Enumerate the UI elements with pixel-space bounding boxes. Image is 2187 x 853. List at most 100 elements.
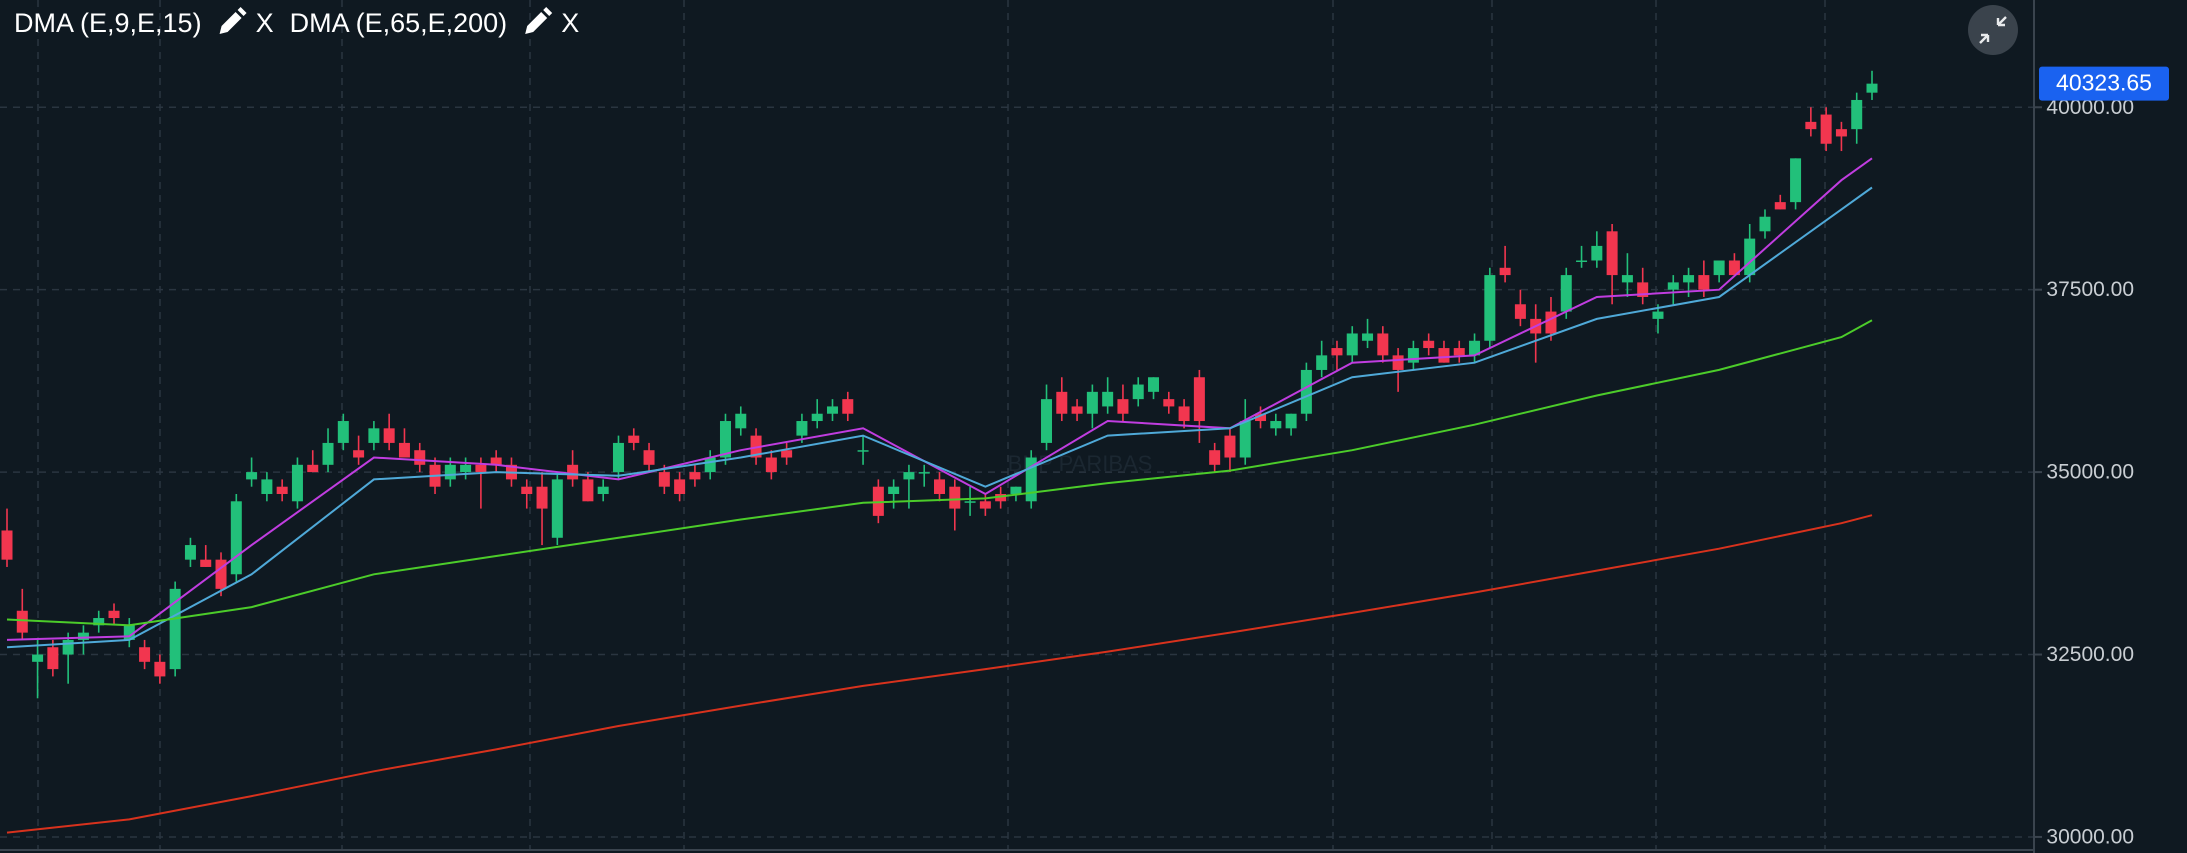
edit-icon[interactable]: [219, 7, 247, 34]
candle-body: [1591, 245, 1603, 261]
candle-body: [1453, 348, 1465, 356]
candle-body: [93, 618, 105, 626]
y-tick-label: 35000.00: [2046, 461, 2134, 484]
candle-body: [246, 472, 258, 480]
candle-body: [1759, 216, 1771, 232]
candle-body: [1117, 399, 1129, 414]
candle-body: [337, 421, 349, 443]
candle-body: [1270, 421, 1282, 429]
candle-body: [169, 588, 181, 670]
candle-body: [1, 530, 13, 560]
candle-body: [949, 486, 961, 509]
candle-body: [1331, 348, 1343, 356]
candle-body: [1392, 355, 1404, 370]
candle-body: [536, 486, 548, 509]
candle-body: [1698, 275, 1710, 290]
candle-body: [200, 559, 212, 567]
moving-average-line: [6, 514, 1873, 834]
candle-body: [1545, 311, 1557, 334]
candle-body: [62, 639, 74, 655]
candle-body: [765, 457, 777, 473]
candle-body: [1423, 340, 1435, 349]
candle-body: [32, 654, 44, 662]
candle-body: [612, 442, 624, 473]
candle-body: [1148, 377, 1160, 392]
candle-body: [551, 479, 563, 538]
candle-body: [934, 479, 945, 494]
candle-body: [1606, 231, 1618, 276]
candle-body: [735, 413, 747, 429]
pencil: [525, 7, 553, 34]
last-price-tag: [2039, 66, 2169, 101]
candle-body: [307, 464, 319, 473]
candle-body: [1209, 450, 1221, 465]
candle-body: [1056, 391, 1068, 414]
minimize-button[interactable]: [1968, 5, 2018, 55]
candle-body: [353, 450, 365, 458]
candle-body: [781, 450, 793, 458]
candle-body: [1132, 384, 1144, 400]
candle-body: [1102, 391, 1114, 407]
candle-body: [1790, 158, 1802, 203]
candle-body: [1255, 413, 1267, 422]
candle-body: [368, 428, 380, 443]
pencil: [219, 7, 247, 34]
candle-body: [1576, 260, 1588, 262]
candle-body: [1346, 333, 1358, 356]
candle-body: [215, 559, 227, 589]
candle-body: [704, 457, 716, 473]
candle-body: [1041, 399, 1053, 443]
candle-body: [826, 406, 838, 414]
candle-body: [1025, 457, 1037, 502]
candle-body: [1683, 275, 1695, 283]
candle-body: [1377, 333, 1389, 356]
candle-body: [1774, 202, 1786, 210]
candle-body: [918, 472, 930, 474]
remove-indicator[interactable]: X: [256, 8, 274, 38]
candle-body: [1224, 435, 1236, 458]
candle-body: [475, 464, 487, 473]
candle-body: [1514, 304, 1526, 319]
candle-body: [1820, 114, 1832, 144]
candle-body: [964, 501, 976, 503]
candle-body: [1805, 121, 1817, 130]
vertical-grid: [37, 0, 1826, 850]
candle-body: [857, 450, 869, 452]
moving-average-line: [6, 186, 1873, 649]
candle-body: [291, 464, 303, 502]
moving-average-line: [6, 157, 1873, 641]
candle-body: [1484, 275, 1496, 341]
candle-body: [521, 486, 533, 494]
candle-body: [1560, 275, 1572, 312]
candle-body: [184, 545, 196, 560]
y-tick-label: 37500.00: [2046, 278, 2134, 301]
candle-body: [1316, 355, 1328, 370]
remove-indicator[interactable]: X: [561, 8, 579, 38]
candle-body: [1637, 282, 1649, 297]
candle-body: [1362, 333, 1374, 341]
candle-body: [123, 625, 135, 640]
candle-body: [383, 428, 395, 443]
candle-body: [888, 486, 900, 494]
candle-body: [1744, 238, 1756, 276]
candle-body: [796, 421, 808, 436]
candle-body: [1835, 129, 1847, 137]
candle-body: [658, 472, 670, 487]
candle-body: [460, 464, 472, 473]
y-tick-label: 32500.00: [2046, 643, 2134, 666]
candle-body: [903, 472, 915, 480]
candle-body: [444, 464, 456, 480]
candle-body: [1499, 267, 1511, 276]
candle-body: [643, 450, 655, 465]
edit-icon[interactable]: [525, 7, 553, 34]
minimize-icon: [1979, 16, 2007, 44]
candle-body: [1652, 311, 1664, 319]
candle-body: [582, 479, 594, 502]
candle-body: [1851, 99, 1863, 130]
candle-body: [811, 413, 823, 422]
candle-body: [567, 464, 579, 480]
candle-body: [276, 486, 288, 494]
y-tick-label: 40000.00: [2046, 96, 2134, 119]
minimize-circle[interactable]: [1968, 5, 2018, 55]
y-tick-label: 30000.00: [2046, 825, 2134, 848]
